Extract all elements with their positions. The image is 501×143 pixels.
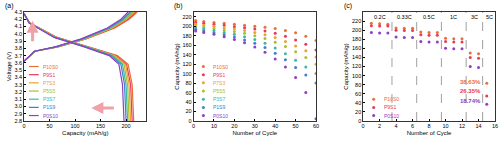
- svg-text:0.33C: 0.33C: [397, 14, 412, 20]
- svg-text:P1S9: P1S9: [43, 104, 55, 110]
- svg-text:140: 140: [352, 54, 361, 60]
- svg-text:180: 180: [352, 36, 361, 42]
- svg-text:3.7: 3.7: [14, 53, 22, 59]
- svg-text:P0S10: P0S10: [384, 113, 399, 119]
- svg-text:0: 0: [189, 118, 192, 124]
- svg-text:40: 40: [272, 123, 278, 129]
- svg-text:4.0: 4.0: [14, 31, 22, 37]
- svg-text:P0S10: P0S10: [43, 113, 58, 119]
- svg-text:100: 100: [70, 123, 79, 129]
- svg-text:3.9: 3.9: [14, 38, 22, 44]
- svg-text:30: 30: [252, 123, 258, 129]
- svg-text:60: 60: [355, 91, 361, 97]
- svg-text:18.74%: 18.74%: [460, 98, 481, 104]
- svg-text:4: 4: [395, 123, 398, 129]
- svg-text:40: 40: [186, 99, 192, 105]
- svg-text:P10S0: P10S0: [213, 64, 228, 70]
- svg-text:200: 200: [352, 27, 361, 33]
- svg-text:100: 100: [182, 71, 191, 77]
- svg-text:P5S5: P5S5: [213, 88, 225, 94]
- svg-text:(b): (b): [174, 2, 183, 10]
- svg-text:3C: 3C: [471, 14, 478, 20]
- svg-text:200: 200: [121, 123, 130, 129]
- svg-text:120: 120: [352, 63, 361, 69]
- svg-text:160: 160: [182, 42, 191, 48]
- svg-text:38.63%: 38.63%: [460, 79, 481, 85]
- svg-text:3.0: 3.0: [14, 103, 22, 109]
- svg-text:P0S10: P0S10: [213, 113, 228, 119]
- svg-text:3.1: 3.1: [14, 96, 22, 102]
- svg-text:Capacity (mAh/g): Capacity (mAh/g): [174, 43, 180, 89]
- svg-text:3.5: 3.5: [14, 67, 22, 73]
- svg-text:60: 60: [313, 123, 319, 129]
- svg-text:4.2: 4.2: [14, 16, 22, 22]
- svg-text:P9S1: P9S1: [43, 72, 55, 78]
- svg-text:6: 6: [411, 123, 414, 129]
- svg-text:0: 0: [22, 123, 25, 129]
- svg-text:Number of Cycle: Number of Cycle: [407, 130, 452, 136]
- svg-text:200: 200: [182, 23, 191, 29]
- svg-text:50: 50: [46, 123, 52, 129]
- svg-text:Capacity (mAh/g): Capacity (mAh/g): [62, 130, 108, 136]
- svg-text:P10S0: P10S0: [43, 64, 58, 70]
- svg-text:3.4: 3.4: [14, 74, 22, 80]
- svg-text:0.2C: 0.2C: [374, 14, 386, 20]
- svg-text:0: 0: [192, 123, 195, 129]
- svg-text:60: 60: [186, 89, 192, 95]
- svg-text:P3S7: P3S7: [43, 96, 55, 102]
- svg-text:20: 20: [231, 123, 237, 129]
- svg-text:Capacity (mAh/g): Capacity (mAh/g): [343, 43, 349, 89]
- svg-text:40: 40: [355, 100, 361, 106]
- svg-text:P9S1: P9S1: [384, 104, 396, 110]
- svg-text:26.35%: 26.35%: [460, 88, 481, 94]
- svg-text:3.2: 3.2: [14, 89, 22, 95]
- svg-text:12: 12: [459, 123, 465, 129]
- svg-text:P3S7: P3S7: [213, 96, 225, 102]
- svg-text:Voltage (V): Voltage (V): [6, 52, 12, 82]
- svg-text:2.8: 2.8: [14, 118, 22, 124]
- svg-text:P5S5: P5S5: [43, 88, 55, 94]
- svg-text:P9S1: P9S1: [213, 72, 225, 78]
- svg-text:10: 10: [442, 123, 448, 129]
- svg-text:4.1: 4.1: [14, 23, 22, 29]
- svg-text:180: 180: [182, 33, 191, 39]
- svg-text:3.3: 3.3: [14, 82, 22, 88]
- svg-text:80: 80: [355, 82, 361, 88]
- svg-text:20: 20: [355, 109, 361, 115]
- svg-text:(c): (c): [344, 2, 352, 10]
- svg-text:20: 20: [186, 108, 192, 114]
- svg-text:0: 0: [362, 123, 365, 129]
- svg-text:80: 80: [186, 80, 192, 86]
- svg-text:5C: 5C: [486, 14, 493, 20]
- svg-text:Number of Cycle: Number of Cycle: [232, 130, 277, 136]
- svg-text:4.3: 4.3: [14, 9, 22, 15]
- svg-text:0.5C: 0.5C: [423, 14, 435, 20]
- svg-text:P1S9: P1S9: [213, 104, 225, 110]
- svg-text:16: 16: [492, 123, 498, 129]
- svg-text:220: 220: [182, 14, 191, 20]
- svg-text:P7S3: P7S3: [43, 80, 55, 86]
- svg-text:2: 2: [378, 123, 381, 129]
- svg-text:2.9: 2.9: [14, 111, 22, 117]
- svg-text:1C: 1C: [450, 14, 457, 20]
- svg-text:14: 14: [475, 123, 481, 129]
- svg-text:100: 100: [352, 73, 361, 79]
- svg-text:120: 120: [182, 61, 191, 67]
- svg-text:10: 10: [211, 123, 217, 129]
- svg-text:160: 160: [352, 45, 361, 51]
- svg-text:3.6: 3.6: [14, 60, 22, 66]
- svg-text:8: 8: [428, 123, 431, 129]
- svg-text:3.8: 3.8: [14, 45, 22, 51]
- svg-text:50: 50: [293, 123, 299, 129]
- svg-text:0: 0: [358, 118, 361, 124]
- svg-text:(a): (a): [5, 2, 14, 10]
- svg-text:P10S0: P10S0: [384, 96, 399, 102]
- svg-text:220: 220: [352, 18, 361, 24]
- svg-text:150: 150: [96, 123, 105, 129]
- svg-text:P7S3: P7S3: [213, 80, 225, 86]
- svg-text:140: 140: [182, 52, 191, 58]
